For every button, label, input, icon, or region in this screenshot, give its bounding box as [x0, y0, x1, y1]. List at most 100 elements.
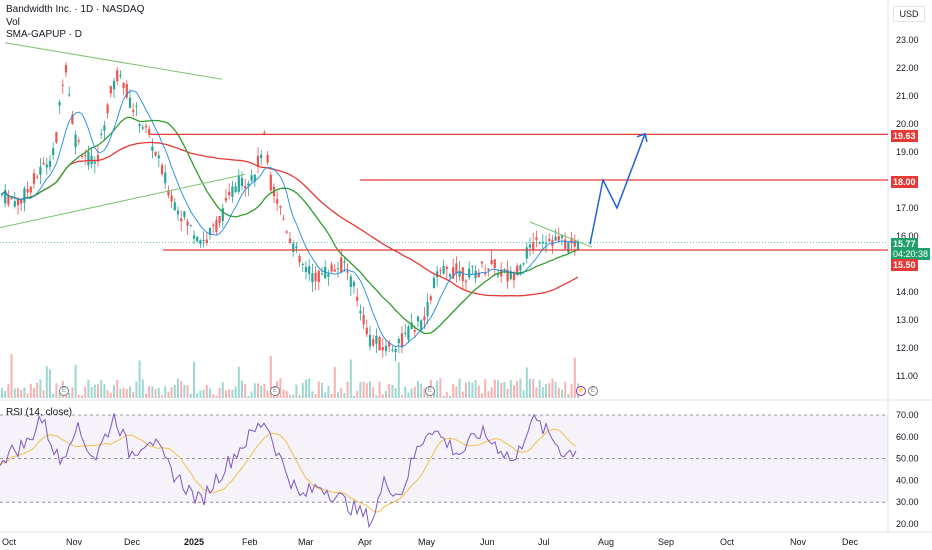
candle-body[interactable] — [452, 267, 455, 279]
candle-body[interactable] — [87, 151, 90, 166]
candle-body[interactable] — [362, 314, 365, 325]
candle-body[interactable] — [394, 348, 397, 352]
candle-body[interactable] — [516, 265, 519, 275]
candle-body[interactable] — [151, 146, 154, 152]
candle-body[interactable] — [333, 269, 336, 272]
candle-body[interactable] — [170, 195, 173, 202]
candle-body[interactable] — [573, 239, 576, 247]
candle-body[interactable] — [279, 205, 282, 208]
candle-body[interactable] — [320, 273, 324, 275]
candle-body[interactable] — [493, 259, 496, 268]
candle-body[interactable] — [42, 162, 45, 165]
candle-body[interactable] — [532, 242, 535, 250]
candle-body[interactable] — [244, 186, 247, 189]
candle-body[interactable] — [253, 174, 256, 182]
candle-body[interactable] — [68, 94, 71, 96]
candle-body[interactable] — [119, 75, 122, 77]
volume-label[interactable]: Vol — [6, 17, 20, 28]
candle-body[interactable] — [96, 155, 100, 162]
candle-body[interactable] — [183, 211, 186, 218]
candle-body[interactable] — [260, 154, 263, 159]
candle-body[interactable] — [221, 208, 224, 222]
candle-body[interactable] — [458, 270, 461, 277]
candle-body[interactable] — [285, 231, 288, 233]
candle-body[interactable] — [464, 280, 468, 283]
indicator-label[interactable]: SMA-GAPUP · D — [6, 29, 82, 40]
candle-body[interactable] — [116, 70, 119, 82]
earnings-event-icon[interactable]: E — [270, 386, 280, 396]
candle-body[interactable] — [247, 183, 250, 187]
currency-button[interactable]: USD — [893, 6, 925, 22]
candle-body[interactable] — [388, 341, 391, 347]
candle-body[interactable] — [125, 84, 128, 98]
candle-body[interactable] — [10, 197, 13, 200]
candle-body[interactable] — [36, 176, 39, 178]
candle-body[interactable] — [375, 335, 378, 344]
candle-body[interactable] — [29, 186, 32, 193]
candle-body[interactable] — [199, 240, 202, 244]
candle-body[interactable] — [487, 268, 490, 270]
candle-body[interactable] — [400, 333, 404, 347]
candle-body[interactable] — [231, 186, 234, 197]
candle-body[interactable] — [240, 177, 244, 187]
candle-body[interactable] — [215, 220, 218, 232]
candle-body[interactable] — [4, 189, 7, 204]
candle-body[interactable] — [109, 86, 112, 94]
candle-body[interactable] — [71, 114, 74, 124]
earnings-event-icon[interactable]: E — [425, 386, 435, 396]
candle-body[interactable] — [186, 221, 189, 226]
candle-body[interactable] — [445, 266, 448, 270]
candle-body[interactable] — [359, 310, 362, 314]
candle-body[interactable] — [541, 241, 544, 244]
candle-body[interactable] — [484, 273, 487, 275]
candle-body[interactable] — [288, 238, 292, 243]
candle-body[interactable] — [103, 125, 106, 131]
candle-body[interactable] — [298, 255, 301, 263]
candle-body[interactable] — [535, 237, 538, 240]
candle-body[interactable] — [132, 110, 135, 112]
candle-body[interactable] — [157, 155, 160, 159]
candle-body[interactable] — [346, 271, 349, 273]
candle-body[interactable] — [256, 155, 260, 167]
candle-body[interactable] — [340, 257, 343, 273]
candle-body[interactable] — [7, 194, 10, 205]
projection-path[interactable] — [589, 133, 646, 245]
candle-body[interactable] — [45, 164, 48, 168]
candle-body[interactable] — [192, 235, 196, 239]
candle-body[interactable] — [576, 241, 580, 250]
candle-body[interactable] — [234, 186, 237, 193]
candle-body[interactable] — [525, 247, 528, 259]
candle-body[interactable] — [106, 104, 109, 114]
candle-body[interactable] — [442, 265, 445, 274]
candle-body[interactable] — [189, 224, 192, 226]
candle-body[interactable] — [93, 161, 96, 164]
candle-body[interactable] — [64, 65, 68, 73]
candle-body[interactable] — [410, 322, 413, 330]
candle-body[interactable] — [84, 154, 87, 156]
candle-body[interactable] — [439, 269, 442, 271]
candle-body[interactable] — [391, 349, 394, 351]
candle-body[interactable] — [477, 272, 480, 278]
candle-body[interactable] — [26, 188, 29, 193]
rsi-label[interactable]: RSI (14, close) — [6, 407, 73, 418]
earnings-event-icon[interactable]: E — [59, 386, 69, 396]
candle-body[interactable] — [122, 82, 125, 89]
candle-body[interactable] — [560, 235, 564, 238]
candle-body[interactable] — [343, 261, 346, 263]
candle-body[interactable] — [519, 265, 522, 271]
candle-body[interactable] — [365, 327, 368, 335]
candle-body[interactable] — [128, 97, 132, 108]
candle-body[interactable] — [528, 244, 532, 248]
candle-body[interactable] — [208, 227, 212, 235]
candle-body[interactable] — [269, 174, 272, 191]
candle-body[interactable] — [100, 133, 103, 135]
candle-body[interactable] — [0, 193, 4, 196]
candle-body[interactable] — [471, 266, 474, 268]
candle-body[interactable] — [368, 334, 372, 347]
candle-body[interactable] — [250, 175, 253, 181]
candle-body[interactable] — [58, 101, 61, 106]
split-event-icon[interactable]: ⚡ — [576, 386, 586, 396]
candle-body[interactable] — [176, 210, 180, 215]
candle-body[interactable] — [407, 326, 410, 340]
